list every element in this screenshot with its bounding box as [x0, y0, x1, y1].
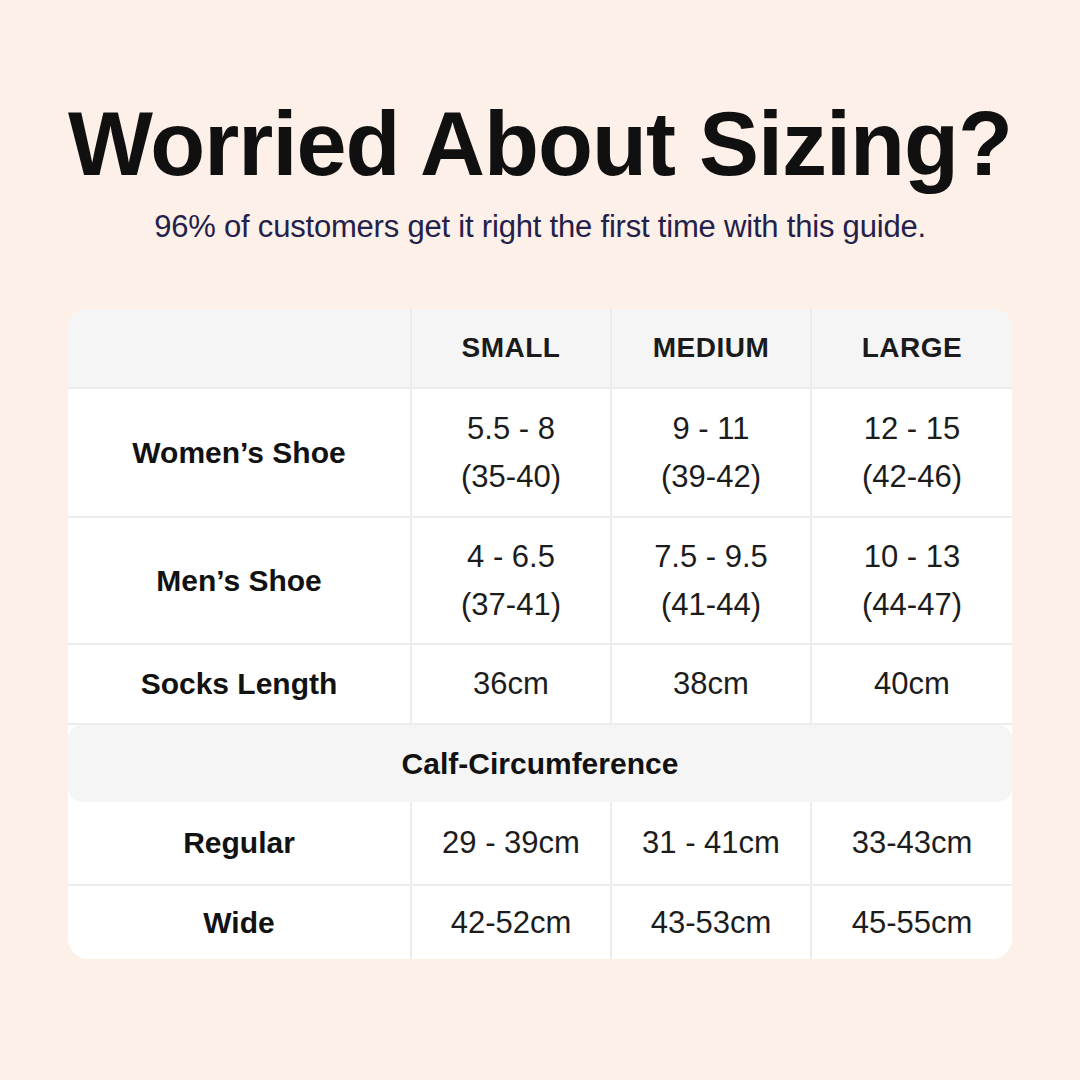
cell-value-line1: 38cm	[673, 660, 749, 708]
row-label-wide: Wide	[68, 886, 412, 959]
table-row-wide: Wide 42-52cm 43-53cm 45-55cm	[68, 886, 1012, 959]
cell-value-line1: 29 - 39cm	[442, 819, 580, 867]
cell-socks-large: 40cm	[812, 645, 1012, 723]
cell-value-line1: 5.5 - 8	[467, 405, 555, 453]
cell-value-line2: (37-41)	[461, 581, 561, 629]
cell-regular-medium: 31 - 41cm	[612, 802, 812, 884]
cell-wide-large: 45-55cm	[812, 886, 1012, 959]
cell-value-line1: 10 - 13	[864, 533, 961, 581]
cell-wide-medium: 43-53cm	[612, 886, 812, 959]
cell-socks-medium: 38cm	[612, 645, 812, 723]
cell-regular-large: 33-43cm	[812, 802, 1012, 884]
cell-value-line1: 4 - 6.5	[467, 533, 555, 581]
cell-value-line2: (42-46)	[862, 453, 962, 501]
cell-value-line1: 36cm	[473, 660, 549, 708]
cell-womens-medium: 9 - 11 (39-42)	[612, 389, 812, 516]
row-label-regular: Regular	[68, 802, 412, 884]
cell-value-line1: 9 - 11	[673, 405, 750, 453]
cell-value-line1: 40cm	[874, 660, 950, 708]
size-guide-infographic: Worried About Sizing? 96% of customers g…	[0, 0, 1080, 1080]
cell-regular-small: 29 - 39cm	[412, 802, 612, 884]
section-header-calf-circumference: Calf-Circumference	[68, 725, 1012, 802]
row-label-mens-shoe: Men’s Shoe	[68, 518, 412, 643]
cell-mens-small: 4 - 6.5 (37-41)	[412, 518, 612, 643]
cell-value-line1: 42-52cm	[451, 899, 572, 947]
cell-mens-medium: 7.5 - 9.5 (41-44)	[612, 518, 812, 643]
cell-value-line1: 7.5 - 9.5	[654, 533, 768, 581]
table-header-row: SMALL MEDIUM LARGE	[68, 309, 1012, 389]
cell-womens-small: 5.5 - 8 (35-40)	[412, 389, 612, 516]
table-row-regular: Regular 29 - 39cm 31 - 41cm 33-43cm	[68, 802, 1012, 886]
row-label-womens-shoe: Women’s Shoe	[68, 389, 412, 516]
size-chart-table: SMALL MEDIUM LARGE Women’s Shoe 5.5 - 8 …	[68, 309, 1012, 959]
cell-value-line1: 12 - 15	[864, 405, 961, 453]
page-title: Worried About Sizing?	[0, 0, 1080, 193]
cell-value-line1: 43-53cm	[651, 899, 772, 947]
page-subtitle: 96% of customers get it right the first …	[0, 209, 1080, 245]
cell-womens-large: 12 - 15 (42-46)	[812, 389, 1012, 516]
cell-value-line2: (35-40)	[461, 453, 561, 501]
table-row-mens-shoe: Men’s Shoe 4 - 6.5 (37-41) 7.5 - 9.5 (41…	[68, 518, 1012, 645]
column-header-small: SMALL	[412, 309, 612, 387]
column-header-large: LARGE	[812, 309, 1012, 387]
cell-value-line1: 31 - 41cm	[642, 819, 780, 867]
row-label-socks-length: Socks Length	[68, 645, 412, 723]
cell-socks-small: 36cm	[412, 645, 612, 723]
cell-value-line1: 33-43cm	[852, 819, 973, 867]
cell-value-line2: (41-44)	[661, 581, 761, 629]
table-row-socks-length: Socks Length 36cm 38cm 40cm	[68, 645, 1012, 725]
column-header-blank	[68, 309, 412, 387]
cell-value-line1: 45-55cm	[852, 899, 973, 947]
cell-mens-large: 10 - 13 (44-47)	[812, 518, 1012, 643]
cell-value-line2: (39-42)	[661, 453, 761, 501]
cell-value-line2: (44-47)	[862, 581, 962, 629]
cell-wide-small: 42-52cm	[412, 886, 612, 959]
table-row-womens-shoe: Women’s Shoe 5.5 - 8 (35-40) 9 - 11 (39-…	[68, 389, 1012, 518]
column-header-medium: MEDIUM	[612, 309, 812, 387]
